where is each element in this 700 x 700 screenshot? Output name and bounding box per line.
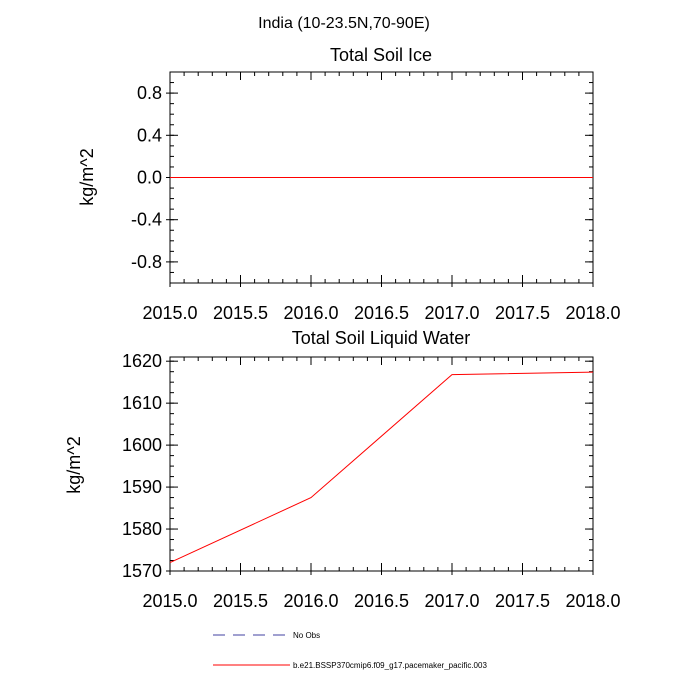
y-tick-label: 1570 (122, 561, 162, 581)
x-tick-label: 2015.5 (213, 303, 268, 323)
legend: No Obs b.e21.BSSP370cmip6.f09_g17.pacema… (213, 631, 487, 670)
x-tick-label: 2015.0 (142, 303, 197, 323)
chart-title: Total Soil Liquid Water (292, 328, 470, 348)
x-tick-label: 2015.0 (142, 591, 197, 611)
x-tick-label: 2016.0 (283, 591, 338, 611)
panel-total-soil-ice: Total Soil Ice kg/m^2 2015.0 2015.5 2016.0… (77, 45, 621, 323)
page-title: India (10-23.5N,70-90E) (258, 15, 430, 32)
x-tick-label: 2017.0 (424, 303, 479, 323)
y-tick-label: 0.0 (137, 168, 162, 188)
x-tick-label: 2015.5 (213, 591, 268, 611)
x-tick-label: 2017.5 (495, 591, 550, 611)
x-tick-label: 2016.5 (354, 303, 409, 323)
y-tick-label: 1620 (122, 351, 162, 371)
x-tick-label: 2018.0 (565, 303, 620, 323)
legend-label: b.e21.BSSP370cmip6.f09_g17.pacemaker_pac… (293, 661, 487, 670)
x-tick-label: 2017.0 (424, 591, 479, 611)
y-tick-label: 1610 (122, 393, 162, 413)
y-tick-label: -0.4 (131, 210, 162, 230)
y-tick-label: 1580 (122, 519, 162, 539)
y-axis-label: kg/m^2 (64, 436, 84, 493)
x-tick-label: 2016.5 (354, 591, 409, 611)
y-tick-label: 1590 (122, 477, 162, 497)
x-tick-label: 2016.0 (283, 303, 338, 323)
x-tick-label: 2017.5 (495, 303, 550, 323)
y-tick-label: 0.4 (137, 125, 162, 145)
y-tick-label: 0.8 (137, 83, 162, 103)
y-tick-label: 1600 (122, 435, 162, 455)
y-axis-label: kg/m^2 (77, 148, 97, 205)
y-tick-label: -0.8 (131, 252, 162, 272)
plot-frame (169, 356, 594, 572)
panel-total-soil-liquid-water: Total Soil Liquid Water kg/m^2 2015.0 201… (64, 328, 621, 611)
x-tick-label: 2018.0 (565, 591, 620, 611)
chart-title: Total Soil Ice (330, 45, 432, 65)
legend-label: No Obs (293, 631, 320, 640)
series-line (169, 371, 594, 564)
